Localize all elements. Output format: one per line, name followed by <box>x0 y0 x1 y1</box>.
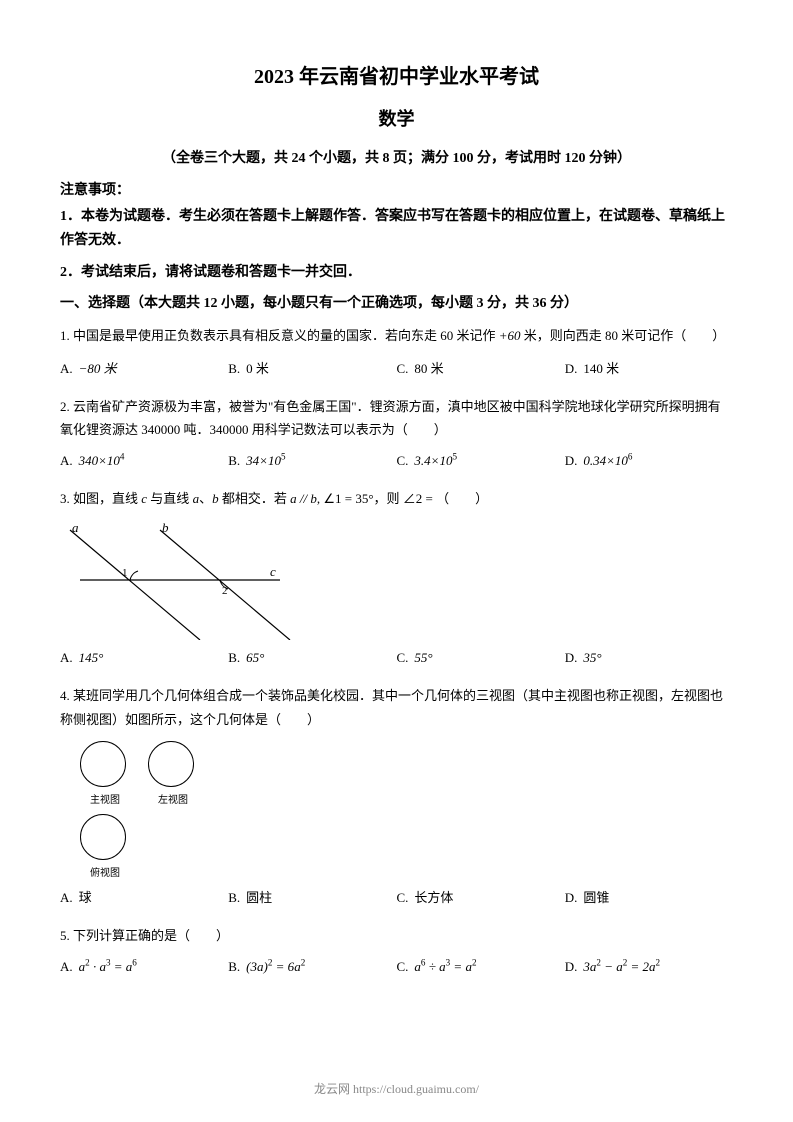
q5-b-text: (3a)2 = 6a2 <box>246 959 305 974</box>
q4-opt-d[interactable]: D. 圆锥 <box>565 887 733 906</box>
angle-1-arc <box>130 571 138 580</box>
q5-opt-a[interactable]: A. a2 · a3 = a6 <box>60 957 228 974</box>
question-4: 4. 某班同学用几个几何体组合成一个装饰品美化校园．其中一个几何体的三视图（其中… <box>60 684 733 731</box>
q2-opt-a[interactable]: A. 340×104 <box>60 452 228 469</box>
q1-opt-b[interactable]: B. 0 米 <box>228 358 396 377</box>
q1-c-text: 80 米 <box>414 361 443 376</box>
q2-options: A. 340×104 B. 34×105 C. 3.4×105 D. 0.34×106 <box>60 452 733 469</box>
line-a <box>70 530 200 640</box>
q2-a-text: 340×104 <box>79 453 125 468</box>
label-a: A. <box>60 650 73 665</box>
q3-text: 3. 如图，直线 c 与直线 a、b 都相交．若 a // b, ∠1 = 35… <box>60 491 488 506</box>
q1-options: A. −80 米 B. 0 米 C. 80 米 D. 140 米 <box>60 358 733 377</box>
label-d: D. <box>565 361 578 376</box>
q1-opt-c[interactable]: C. 80 米 <box>397 358 565 377</box>
label-d: D. <box>565 890 578 905</box>
q1-opt-d[interactable]: D. 140 米 <box>565 358 733 377</box>
notice-item-1: 1．本卷为试题卷．考生必须在答题卡上解题作答．答案应书写在答题卡的相应位置上，在… <box>60 205 733 253</box>
label-b: B. <box>228 361 240 376</box>
exam-title: 2023 年云南省初中学业水平考试 <box>60 60 733 89</box>
q4-d-text: 圆锥 <box>583 890 609 905</box>
q1-b-text: 0 米 <box>246 361 269 376</box>
left-view-circle <box>148 741 194 787</box>
q4-views: 主视图 左视图 俯视图 <box>80 741 260 879</box>
q2-b-text: 34×105 <box>246 453 285 468</box>
q5-d-text: 3a2 − a2 = 2a2 <box>583 959 660 974</box>
section-1-head: 一、选择题（本大题共 12 小题，每小题只有一个正确选项，每小题 3 分，共 3… <box>60 292 733 312</box>
q2-opt-c[interactable]: C. 3.4×105 <box>397 452 565 469</box>
label-a: a <box>72 520 79 535</box>
q3-d-text: 35° <box>583 650 601 665</box>
q5-c-text: a6 ÷ a3 = a2 <box>414 959 476 974</box>
q3-c-text: 55° <box>414 650 432 665</box>
q3-options: A. 145° B. 65° C. 55° D. 35° <box>60 650 733 666</box>
q3-opt-b[interactable]: B. 65° <box>228 650 396 666</box>
page-footer: 龙云网 https://cloud.guaimu.com/ <box>0 1080 793 1097</box>
q1-opt-a[interactable]: A. −80 米 <box>60 358 228 377</box>
label-b: B. <box>228 890 240 905</box>
label-c: C. <box>397 361 409 376</box>
q3-a-text: 145° <box>79 650 104 665</box>
q3-opt-c[interactable]: C. 55° <box>397 650 565 666</box>
exam-info: （全卷三个大题，共 24 个小题，共 8 页；满分 100 分，考试用时 120… <box>60 147 733 167</box>
q5-opt-d[interactable]: D. 3a2 − a2 = 2a2 <box>565 957 733 974</box>
top-view-label: 俯视图 <box>80 864 148 879</box>
label-a: A. <box>60 453 73 468</box>
angle-2-label: 2 <box>222 585 228 597</box>
label-d: D. <box>565 650 578 665</box>
front-view-label: 主视图 <box>80 791 148 806</box>
q1-a-text: −80 米 <box>79 361 117 376</box>
subject: 数学 <box>60 105 733 131</box>
q4-a-text: 球 <box>79 890 92 905</box>
label-c: C. <box>397 650 409 665</box>
label-c: C. <box>397 453 409 468</box>
label-d: D. <box>565 453 578 468</box>
label-b: B. <box>228 650 240 665</box>
q1-math: +60 <box>499 328 521 343</box>
q5-a-text: a2 · a3 = a6 <box>79 959 137 974</box>
q5-options: A. a2 · a3 = a6 B. (3a)2 = 6a2 C. a6 ÷ a3 =… <box>60 957 733 974</box>
question-1: 1. 中国是最早使用正负数表示具有相反意义的量的国家．若向东走 60 米记作 +… <box>60 324 733 347</box>
q5-opt-c[interactable]: C. a6 ÷ a3 = a2 <box>397 957 565 974</box>
q4-opt-b[interactable]: B. 圆柱 <box>228 887 396 906</box>
label-b: B. <box>228 959 240 974</box>
question-5: 5. 下列计算正确的是（ ） <box>60 924 733 947</box>
q2-c-text: 3.4×105 <box>414 453 457 468</box>
front-view-circle <box>80 741 126 787</box>
q3-opt-a[interactable]: A. 145° <box>60 650 228 666</box>
label-b: b <box>162 520 169 535</box>
label-c: C. <box>397 959 409 974</box>
q3-figure: a b c 1 2 <box>60 520 300 640</box>
q2-opt-d[interactable]: D. 0.34×106 <box>565 452 733 469</box>
question-2: 2. 云南省矿产资源极为丰富，被誉为"有色金属王国"．锂资源方面，滇中地区被中国… <box>60 395 733 442</box>
q1-text-b: 米，则向西走 80 米可记作（ ） <box>521 328 726 343</box>
q3-b-text: 65° <box>246 650 264 665</box>
q1-text-a: 1. 中国是最早使用正负数表示具有相反意义的量的国家．若向东走 60 米记作 <box>60 328 499 343</box>
q2-opt-b[interactable]: B. 34×105 <box>228 452 396 469</box>
label-a: A. <box>60 890 73 905</box>
q1-d-text: 140 米 <box>583 361 619 376</box>
q4-c-text: 长方体 <box>414 890 453 905</box>
q5-opt-b[interactable]: B. (3a)2 = 6a2 <box>228 957 396 974</box>
label-d: D. <box>565 959 578 974</box>
q2-d-text: 0.34×106 <box>583 453 632 468</box>
label-a: A. <box>60 361 73 376</box>
q4-opt-c[interactable]: C. 长方体 <box>397 887 565 906</box>
q4-b-text: 圆柱 <box>246 890 272 905</box>
q4-opt-a[interactable]: A. 球 <box>60 887 228 906</box>
notice-item-2: 2．考试结束后，请将试题卷和答题卡一并交回． <box>60 261 733 285</box>
notice-head: 注意事项： <box>60 179 733 199</box>
angle-1-label: 1 <box>122 567 128 579</box>
label-a: A. <box>60 959 73 974</box>
top-view-circle <box>80 814 126 860</box>
left-view-label: 左视图 <box>148 791 216 806</box>
label-c: c <box>270 564 276 579</box>
label-c: C. <box>397 890 409 905</box>
label-b: B. <box>228 453 240 468</box>
q4-options: A. 球 B. 圆柱 C. 长方体 D. 圆锥 <box>60 887 733 906</box>
q3-opt-d[interactable]: D. 35° <box>565 650 733 666</box>
question-3: 3. 如图，直线 c 与直线 a、b 都相交．若 a // b, ∠1 = 35… <box>60 487 733 510</box>
